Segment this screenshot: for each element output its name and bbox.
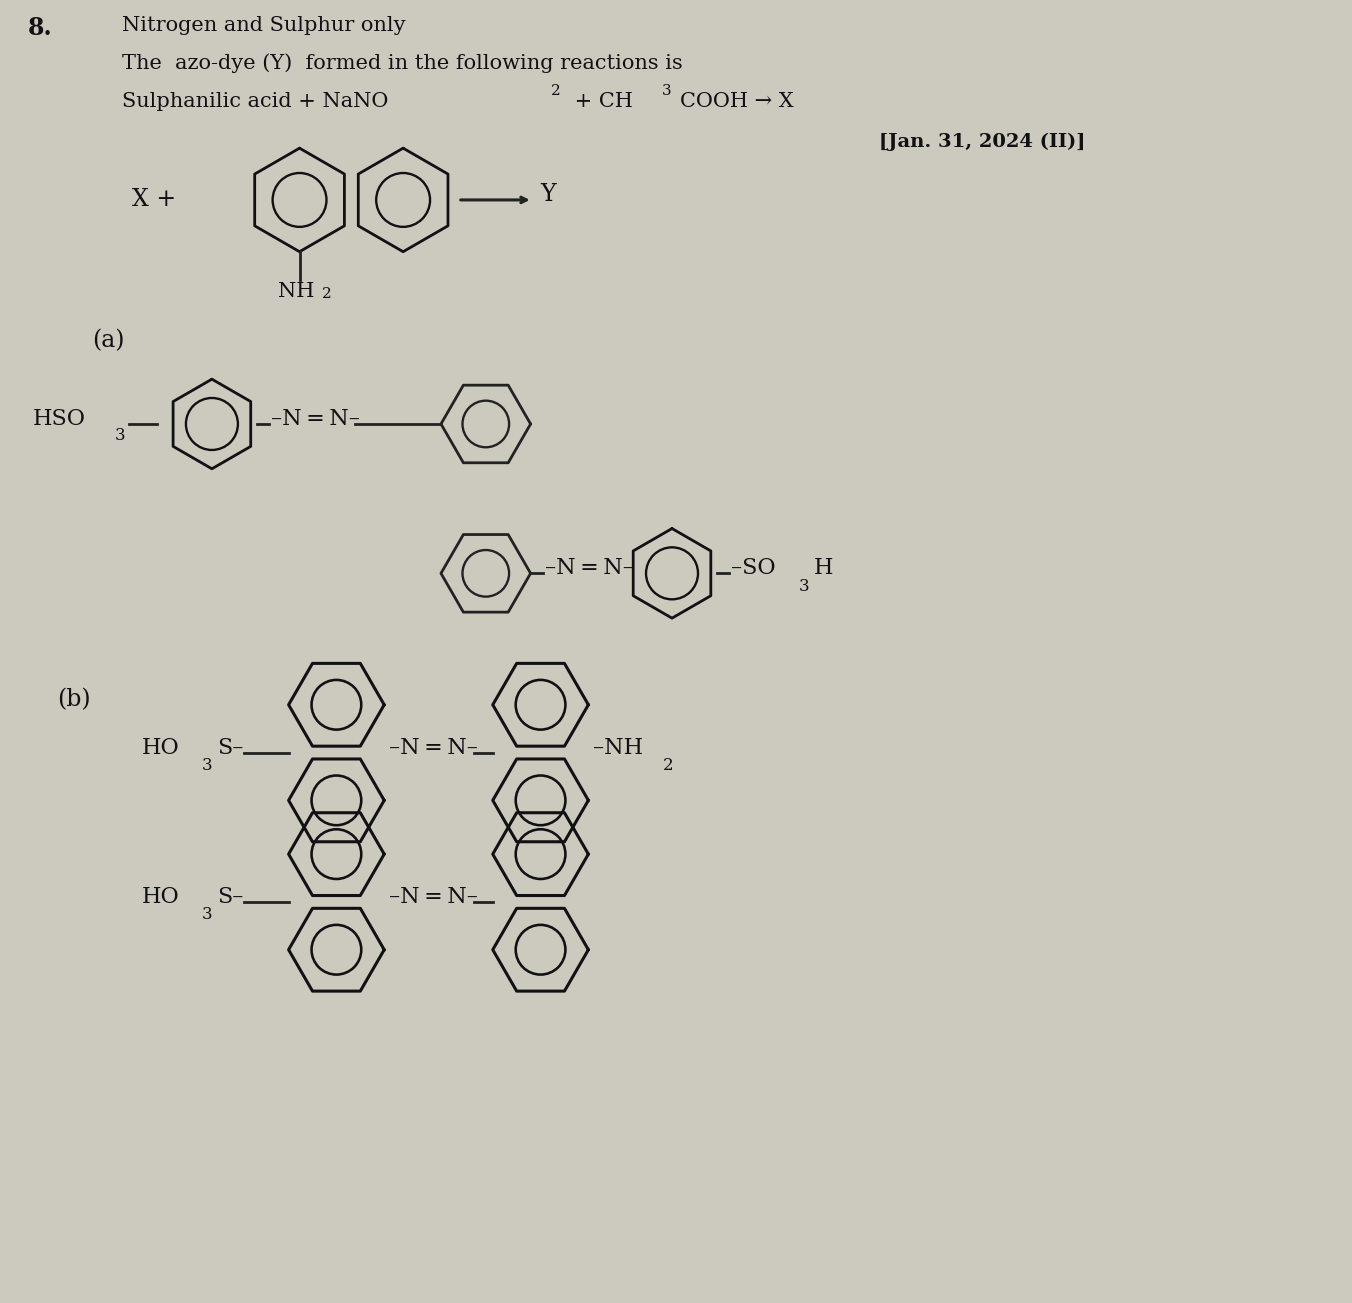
Text: S–: S–: [216, 736, 243, 758]
Text: 3: 3: [115, 427, 124, 444]
Text: [Jan. 31, 2024 (II)]: [Jan. 31, 2024 (II)]: [879, 133, 1086, 151]
Text: HO: HO: [142, 886, 180, 908]
Text: H: H: [814, 558, 833, 580]
Text: Y: Y: [541, 184, 556, 206]
Text: –N = N–: –N = N–: [270, 408, 360, 430]
Text: 8.: 8.: [27, 16, 53, 39]
Text: 3: 3: [201, 757, 212, 774]
Text: NH: NH: [277, 281, 314, 301]
Text: –SO: –SO: [731, 558, 776, 580]
Text: COOH → X: COOH → X: [680, 93, 794, 111]
Text: 3: 3: [662, 85, 672, 99]
Text: HSO: HSO: [32, 408, 85, 430]
Text: –N = N–: –N = N–: [389, 886, 479, 908]
Text: Sulphanilic acid + NaNO: Sulphanilic acid + NaNO: [122, 93, 388, 111]
Text: HO: HO: [142, 736, 180, 758]
Text: Nitrogen and Sulphur only: Nitrogen and Sulphur only: [122, 16, 406, 35]
Text: 2: 2: [322, 287, 331, 301]
Text: –N = N–: –N = N–: [545, 558, 634, 580]
Text: –NH: –NH: [594, 736, 644, 758]
Text: 2: 2: [662, 757, 673, 774]
Text: –N = N–: –N = N–: [389, 736, 479, 758]
Text: 3: 3: [799, 577, 808, 594]
Text: S–: S–: [216, 886, 243, 908]
Text: The  azo-dye (Y)  formed in the following reactions is: The azo-dye (Y) formed in the following …: [122, 53, 683, 73]
Text: (b): (b): [58, 688, 91, 711]
Text: X +: X +: [132, 189, 176, 211]
Text: + CH: + CH: [568, 93, 633, 111]
Text: (a): (a): [92, 330, 124, 352]
Text: 2: 2: [550, 85, 560, 99]
Text: 3: 3: [201, 907, 212, 924]
